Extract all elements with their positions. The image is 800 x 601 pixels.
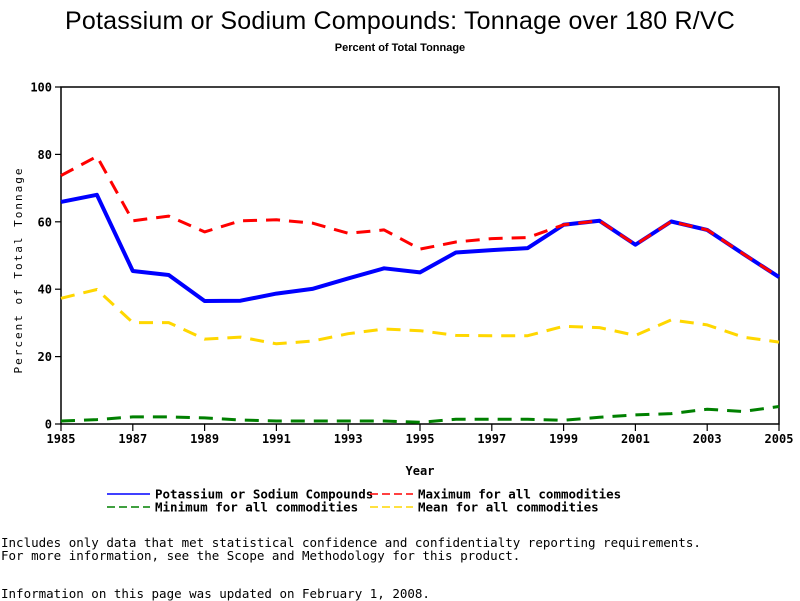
- plot-frame: [60, 86, 780, 425]
- x-tick-label: 1991: [262, 432, 291, 446]
- x-tick-label: 1995: [406, 432, 435, 446]
- plot-border: [60, 86, 780, 425]
- series-line-minimum-for-all-commodities: [60, 405, 780, 424]
- y-tick-label: 60: [38, 215, 52, 229]
- x-tick-label: 1997: [477, 432, 506, 446]
- y-tick-label: 100: [30, 81, 52, 95]
- chart-subtitle: Percent of Total Tonnage: [334, 42, 466, 54]
- note-methodology: For more information, see the Scope and …: [1, 548, 521, 563]
- legend-label: Potassium or Sodium Compounds: [155, 487, 373, 502]
- x-tick-label: 2005: [765, 432, 794, 446]
- x-axis: 1985 1987 1989 1991 1993 1995 1997 1999 2001 2003…: [47, 424, 794, 446]
- x-tick-label: 2001: [621, 432, 650, 446]
- legend-label: Mean for all commodities: [418, 500, 599, 515]
- x-tick-label: 1985: [47, 432, 76, 446]
- x-axis-title: Year: [406, 464, 435, 478]
- note-confidence: Includes only data that met statistical …: [1, 535, 701, 550]
- legend-label: Maximum for all commodities: [418, 487, 621, 502]
- x-tick-label: 1989: [190, 432, 219, 446]
- note-updated: Information on this page was updated on …: [1, 586, 430, 601]
- series-line-mean-for-all-commodities: [60, 288, 780, 346]
- x-tick-label: 1993: [334, 432, 363, 446]
- legend: Potassium or Sodium Compounds Maximum for…: [107, 487, 621, 515]
- series-line-potassium-or-sodium-compounds: [60, 192, 781, 303]
- y-tick-label: 40: [38, 283, 52, 297]
- x-tick-label: 1987: [118, 432, 147, 446]
- chart-title: Potassium or Sodium Compounds: Tonnage o…: [64, 7, 736, 35]
- y-tick-label: 80: [38, 148, 52, 162]
- series-layer: [60, 154, 781, 424]
- y-axis: 0 20 40 60 80 100: [30, 81, 61, 432]
- series-line-maximum-for-all-commodities: [60, 154, 780, 279]
- x-tick-label: 2003: [693, 432, 722, 446]
- legend-label: Minimum for all commodities: [155, 500, 358, 515]
- x-tick-label: 1999: [549, 432, 578, 446]
- y-tick-label: 20: [38, 350, 52, 364]
- y-axis-title: Percent of Total Tonnage: [12, 167, 25, 374]
- y-tick-label: 0: [45, 418, 52, 432]
